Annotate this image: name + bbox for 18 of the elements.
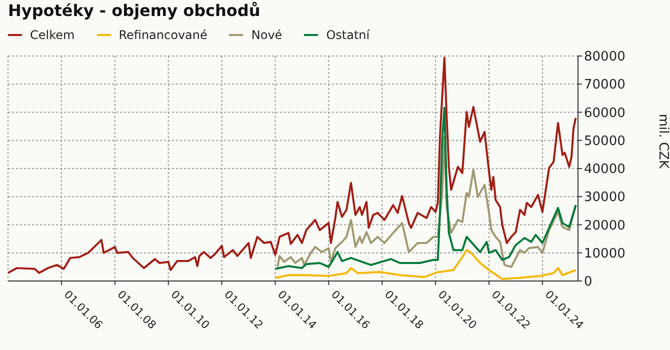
y-tick-label: 30000 (584, 190, 626, 206)
y-tick-label: 10000 (584, 246, 626, 262)
line-series (276, 136, 577, 268)
y-tick-label: 0 (584, 274, 592, 290)
chart-title: Hypotéky - objemy obchodů (8, 1, 260, 20)
line-series (274, 249, 577, 280)
y-tick-label: 40000 (584, 162, 626, 178)
legend-label: Nové (251, 28, 282, 42)
y-axis-title: mil. CZK (655, 114, 670, 169)
line-series (274, 106, 577, 270)
legend-label: Refinancované (118, 28, 208, 42)
y-tick-label: 50000 (584, 134, 626, 149)
legend-label: Celkem (30, 28, 75, 42)
y-tick-label: 60000 (584, 106, 626, 121)
y-tick-label: 70000 (584, 78, 626, 93)
legend-label: Ostatní (326, 28, 370, 42)
y-tick-label: 20000 (584, 218, 626, 234)
y-tick-label: 80000 (584, 50, 626, 65)
